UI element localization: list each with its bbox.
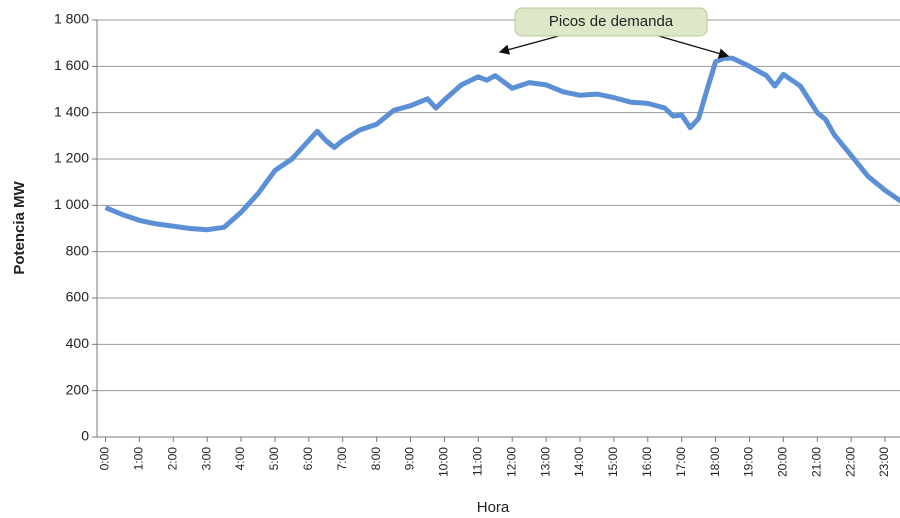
annotation-box <box>514 7 708 37</box>
x-tick-label: 4:00 <box>233 447 247 471</box>
x-tick-label: 6:00 <box>301 447 315 471</box>
x-axis-title: Hora <box>477 499 510 516</box>
x-tick-label: 22:00 <box>843 447 857 477</box>
y-tick-label: 1 600 <box>54 57 89 73</box>
x-tick-label: 8:00 <box>369 447 383 471</box>
x-tick-label: 18:00 <box>708 447 722 477</box>
x-tick-label: 15:00 <box>606 447 620 477</box>
x-tick-label: 16:00 <box>640 447 654 477</box>
y-tick-label: 1 000 <box>54 196 89 212</box>
x-tick-label: 14:00 <box>572 447 586 477</box>
x-tick-label: 9:00 <box>403 447 417 471</box>
x-tick-label: 13:00 <box>538 447 552 477</box>
x-tick-label: 19:00 <box>742 447 756 477</box>
y-tick-label: 1 200 <box>54 150 89 166</box>
x-tick-label: 10:00 <box>437 447 451 477</box>
y-tick-label: 1 400 <box>54 103 89 119</box>
x-tick-label: 20:00 <box>776 447 790 477</box>
y-tick-label: 200 <box>66 381 90 397</box>
plot: 0 200 400 600 800 1 000 1 200 1 400 1 600 1 800 0:… <box>54 11 900 477</box>
x-tick-label: 12:00 <box>504 447 518 477</box>
x-tick-label: 7:00 <box>335 447 349 471</box>
x-tick-label: 3:00 <box>199 447 213 471</box>
x-tick-label: 21:00 <box>809 447 823 477</box>
y-tick-label: 1 800 <box>54 11 89 27</box>
x-tick-label: 11:00 <box>470 447 484 476</box>
y-tick-label: 0 <box>81 428 89 444</box>
x-tick-label: 5:00 <box>267 447 281 471</box>
x-tick-label: 17:00 <box>674 447 688 477</box>
x-tick-label: 2:00 <box>165 447 179 471</box>
y-axis-title: Potencia MW <box>11 180 28 274</box>
annotation: Picos de demanda <box>549 13 674 30</box>
x-tick-label: 23:00 <box>877 447 891 477</box>
y-tick-label: 400 <box>66 335 90 351</box>
y-tick-label: 600 <box>66 289 90 305</box>
line <box>104 55 900 233</box>
y-tick-label: 800 <box>66 242 90 258</box>
x-tick-label: 1:00 <box>132 447 146 471</box>
x-tick-label: 0:00 <box>98 447 112 471</box>
